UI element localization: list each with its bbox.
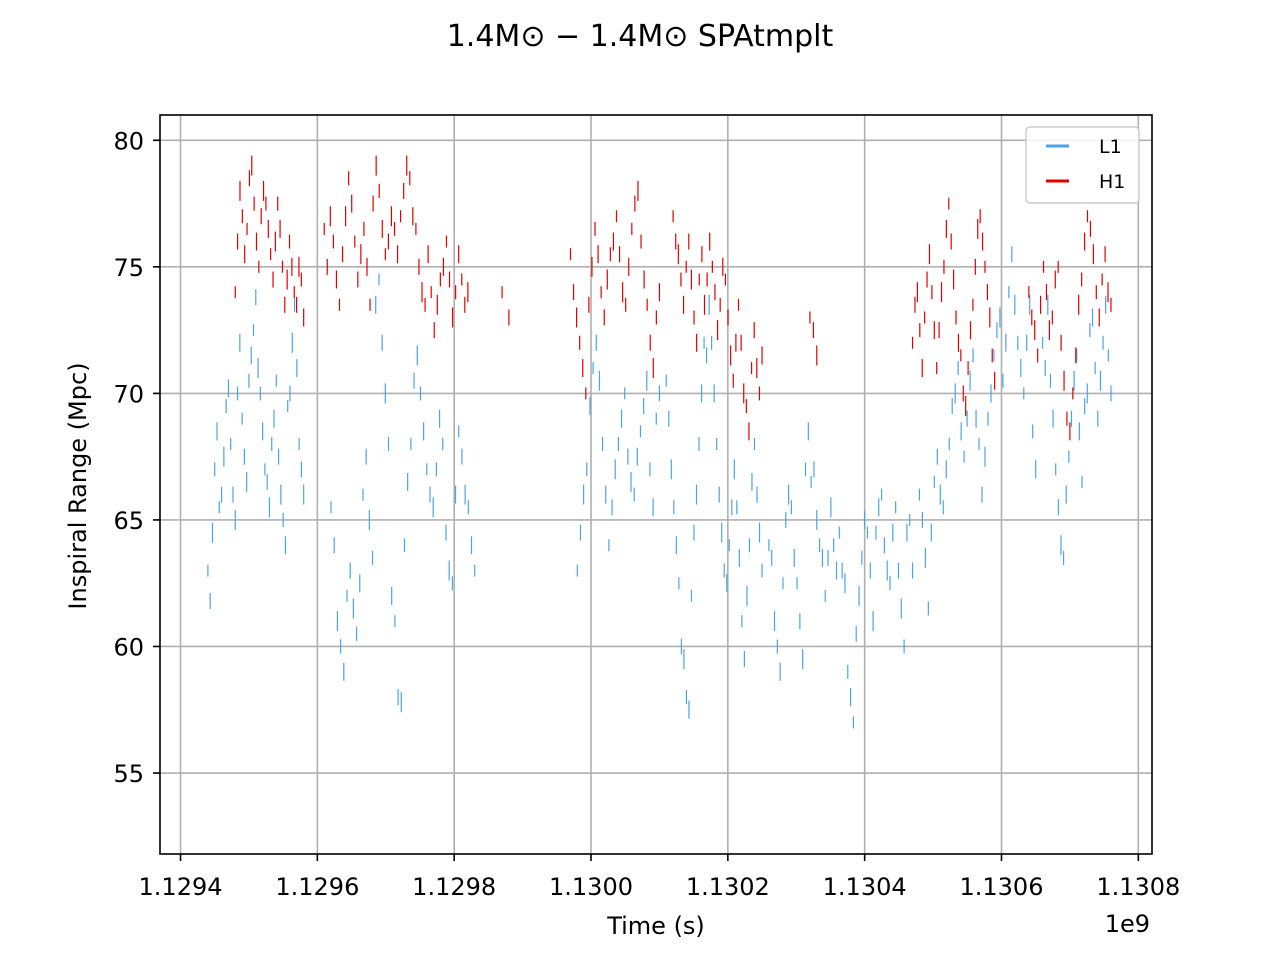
y-tick-label: 60	[113, 633, 144, 661]
y-tick-label: 75	[113, 254, 144, 282]
x-tick-label: 1.1302	[686, 873, 770, 901]
x-tick-label: 1.1294	[139, 873, 223, 901]
x-axis-offset-label: 1e9	[1105, 910, 1150, 938]
x-tick-label: 1.1306	[959, 873, 1043, 901]
y-tick-label: 55	[113, 760, 144, 788]
ticks: 1.1294 1.1296 1.1298 1.1300 1.1302 1.1304 1.13…	[113, 127, 1180, 901]
grid	[160, 115, 1152, 854]
data-layer	[207, 155, 1112, 729]
x-tick-label: 1.1296	[275, 873, 359, 901]
chart-title: 1.4M⊙ − 1.4M⊙ SPAtmplt	[447, 19, 834, 54]
x-tick-label: 1.1300	[549, 873, 633, 901]
legend: L1 H1	[1025, 126, 1140, 204]
y-axis-label: Inspiral Range (Mpc)	[64, 362, 92, 609]
y-tick-label: 80	[113, 127, 144, 155]
x-tick-label: 1.1304	[823, 873, 907, 901]
x-tick-label: 1.1298	[412, 873, 496, 901]
legend-label-h1: H1	[1099, 171, 1125, 193]
plot-frame	[159, 114, 1153, 855]
x-axis-label: Time (s)	[606, 912, 705, 940]
series-H1	[234, 155, 1112, 441]
y-tick-label: 65	[113, 507, 144, 535]
legend-label-l1: L1	[1099, 136, 1122, 158]
series-L1	[207, 246, 1112, 729]
y-tick-label: 70	[113, 380, 144, 408]
x-tick-label: 1.1308	[1096, 873, 1180, 901]
